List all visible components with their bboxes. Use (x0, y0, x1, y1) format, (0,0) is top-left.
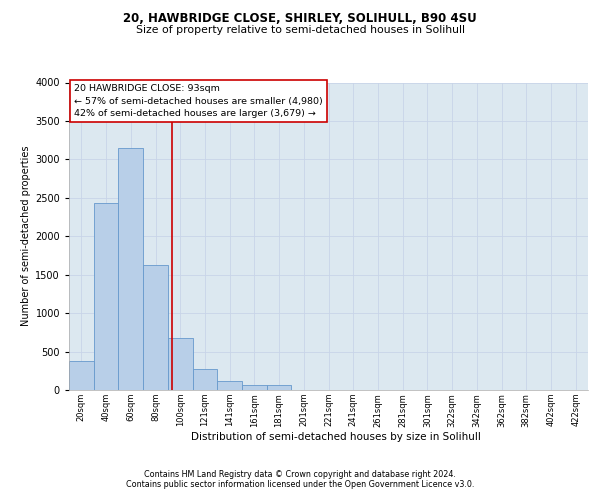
Text: 20 HAWBRIDGE CLOSE: 93sqm
← 57% of semi-detached houses are smaller (4,980)
42% : 20 HAWBRIDGE CLOSE: 93sqm ← 57% of semi-… (74, 84, 323, 118)
Text: Contains HM Land Registry data © Crown copyright and database right 2024.: Contains HM Land Registry data © Crown c… (144, 470, 456, 479)
Bar (118, 148, 143, 390)
Text: 20, HAWBRIDGE CLOSE, SHIRLEY, SOLIHULL, B90 4SU: 20, HAWBRIDGE CLOSE, SHIRLEY, SOLIHULL, … (123, 12, 477, 26)
Bar (69, 361, 94, 390)
Bar (168, 338, 193, 390)
Bar (193, 369, 217, 390)
Y-axis label: Number of semi-detached properties: Number of semi-detached properties (21, 146, 31, 326)
Text: Distribution of semi-detached houses by size in Solihull: Distribution of semi-detached houses by … (191, 432, 481, 442)
Bar (217, 381, 242, 390)
Bar (94, 203, 118, 390)
Bar (267, 386, 292, 390)
Bar (242, 385, 267, 390)
Text: Size of property relative to semi-detached houses in Solihull: Size of property relative to semi-detach… (136, 25, 464, 35)
Bar (143, 266, 168, 390)
Text: Contains public sector information licensed under the Open Government Licence v3: Contains public sector information licen… (126, 480, 474, 489)
